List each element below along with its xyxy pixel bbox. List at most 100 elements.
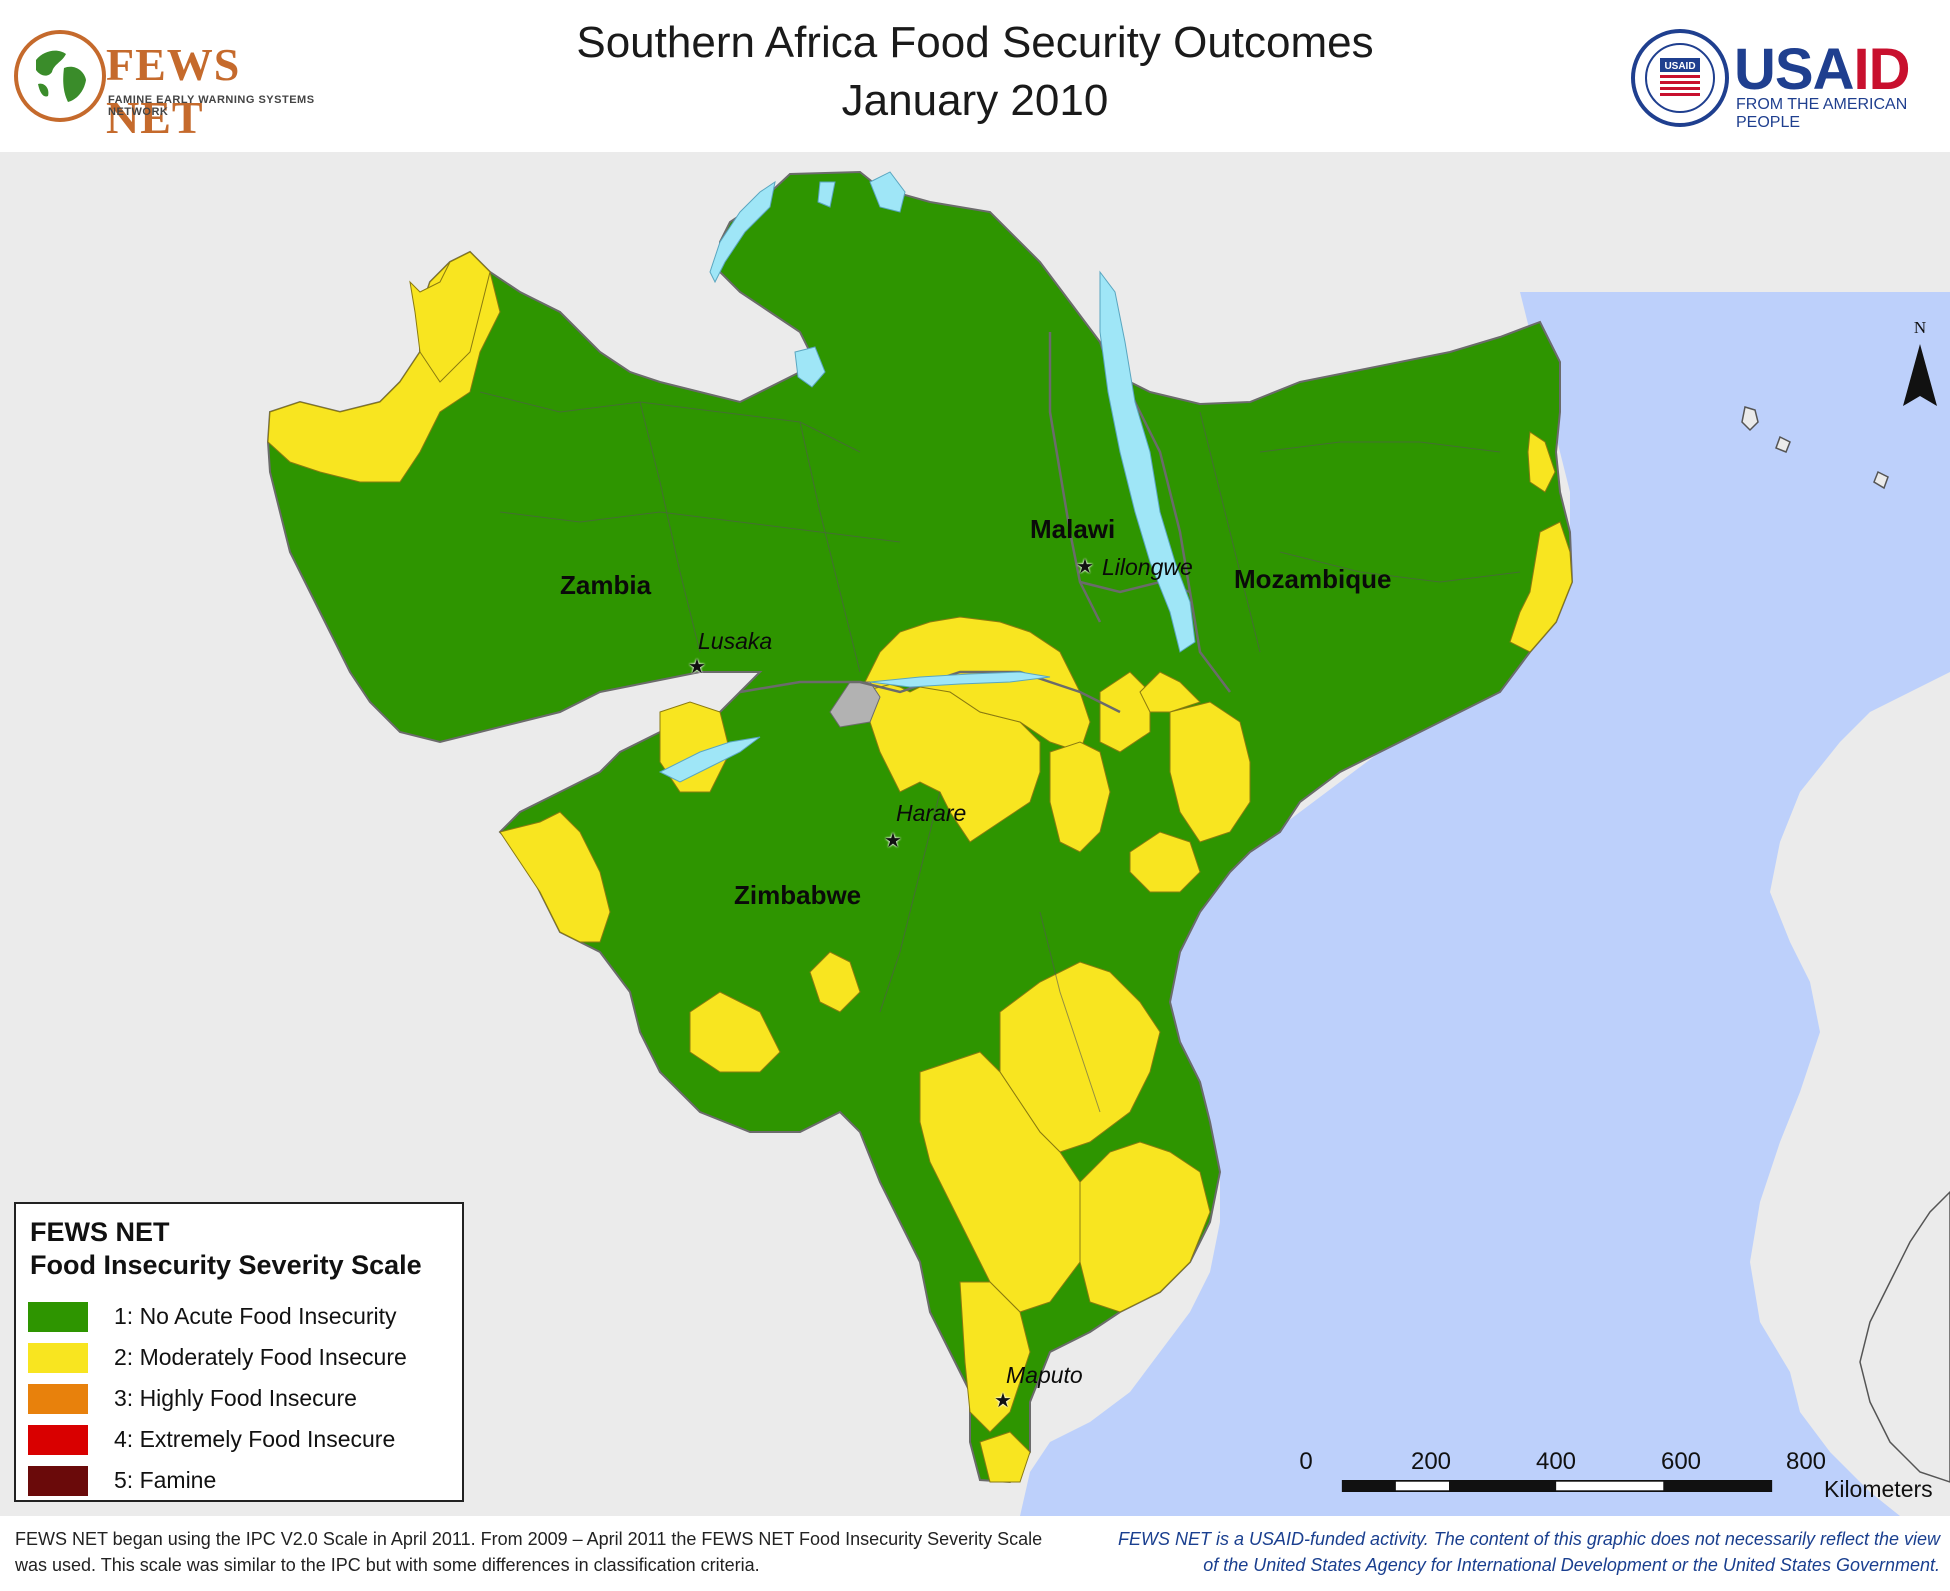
legend-item: 1: No Acute Food Insecurity [28,1298,448,1339]
admin-border [1039,911,1101,1113]
indian-ocean [1020,292,1950,1516]
country-label-zambia: Zambia [560,570,652,600]
madagascar [1859,1190,1950,1483]
phase2-zone [409,251,491,383]
map-canvas[interactable] [0,152,1950,1516]
admin-border [879,791,941,1013]
capital-label-harare: Harare [896,800,967,826]
legend-item: 4: Extremely Food Insecure [28,1421,448,1462]
usaid-name-part2: ID [1853,37,1910,102]
legend-item: 2: Moderately Food Insecure [28,1339,448,1380]
legend-label: 2: Moderately Food Insecure [114,1344,407,1370]
usaid-seal-icon: USAID [1630,28,1730,128]
capital-star-icon: ★ [994,1390,1012,1412]
lake-kariba [658,736,761,783]
admin-border [479,391,861,453]
legend-swatch [28,1302,88,1332]
phase2-zone [1139,671,1201,713]
phase2-zones [267,251,1573,1483]
country-label-malawi: Malawi [1030,514,1116,544]
globe-icon [14,30,106,122]
scale-note: FEWS NET began using the IPC V2.0 Scale … [15,1529,1043,1575]
legend-label: 5: Famine [114,1467,217,1493]
phase2-zone [1509,521,1573,653]
fews-net-logo: FEWS NET FAMINE EARLY WARNING SYSTEMS NE… [14,30,324,143]
legend: FEWS NET Food Insecurity Severity Scale … [14,1202,464,1502]
legend-item: 5: Famine [28,1462,448,1503]
scale-tick: 600 [1660,1448,1702,1475]
capital-label-lusaka: Lusaka [698,628,773,654]
legend-label: 1: No Acute Food Insecurity [114,1303,397,1329]
phase2-zone [1049,741,1111,853]
phase2-zone [689,991,781,1073]
usaid-seal-text: USAID [1664,61,1695,72]
usaid-logo-name: USAID [1734,36,1910,103]
capital-label-lilongwe: Lilongwe [1102,554,1193,580]
admin-border [499,511,901,543]
phase2-zone [1099,671,1151,753]
admin-borders [479,391,1521,1113]
legend-item: 3: Highly Food Insecure [28,1380,448,1421]
phase2-zone [499,811,611,943]
usaid-logo: USAID USAID FROM THE AMERICAN PEOPLE [1630,28,1940,131]
phase2-zone [809,951,861,1013]
legend-title: FEWS NET Food Insecurity Severity Scale [30,1216,422,1282]
scale-tick: 200 [1410,1448,1452,1475]
admin-border [1259,441,1501,453]
fews-logo-subtitle: FAMINE EARLY WARNING SYSTEMS NETWORK [108,94,315,118]
admin-border [639,401,701,653]
north-arrow: N [1895,318,1945,408]
usaid-logo-subtitle: FROM THE AMERICAN PEOPLE [1736,96,1908,131]
phase2-zone [979,1431,1031,1483]
scale-tick: 0 [1299,1448,1313,1475]
header: FEWS NET FAMINE EARLY WARNING SYSTEMS NE… [0,0,1950,152]
phase2-zone [1079,1141,1211,1313]
lake-cahora-bassa [869,671,1051,688]
footer: FEWS NET began using the IPC V2.0 Scale … [0,1516,1950,1591]
legend-label: 3: Highly Food Insecure [114,1385,357,1411]
legend-swatch [28,1384,88,1414]
north-label: N [1913,318,1927,337]
title-line-1: Southern Africa Food Security Outcomes [576,18,1374,67]
lakes [658,171,1196,783]
map-title: Southern Africa Food Security Outcomes J… [0,14,1950,130]
phase2-zone [1169,701,1251,843]
map-area[interactable]: N Zambia Malawi Mozambique Zimbabwe ★ Lu… [0,152,1950,1516]
scale-tick: 800 [1785,1448,1827,1475]
lake-bangweulu [817,181,836,208]
phase2-zone [859,681,1041,843]
capital-star-icon: ★ [688,656,706,678]
comoros-island [1741,406,1759,432]
scale-bar-graphic [1341,1480,1773,1492]
admin-border [1199,411,1261,653]
capital-star-icon: ★ [884,830,902,852]
phase2-zone [1129,831,1201,893]
lake-tanganyika [709,180,776,284]
usaid-name-part1: USA [1734,37,1854,102]
scale-tick: 400 [1535,1448,1577,1475]
zambia-malawi-border [1048,332,1102,623]
country-label-zimbabwe: Zimbabwe [734,880,862,910]
admin-border [1279,551,1521,583]
title-line-2: January 2010 [841,76,1109,125]
phase2-zone [859,616,1091,753]
country-label-mozambique: Mozambique [1234,564,1392,594]
phase2-zone [1527,431,1556,493]
legend-swatch [28,1466,88,1496]
capital-star-icon: ★ [1076,556,1094,578]
legend-items: 1: No Acute Food Insecurity 2: Moderatel… [28,1298,448,1503]
comoros-island [1873,470,1889,490]
capital-label-maputo: Maputo [1006,1362,1083,1388]
comoros-island [1775,435,1791,453]
legend-title-line-2: Food Insecurity Severity Scale [30,1250,422,1280]
disclaimer: FEWS NET is a USAID-funded activity. The… [1117,1529,1940,1575]
legend-title-line-1: FEWS NET [30,1217,170,1247]
scale-unit: Kilometers [1824,1476,1933,1502]
fews-logo-name: FEWS NET [106,39,241,143]
lake-mweru [794,346,826,388]
north-arrow-icon [1903,344,1937,406]
legend-swatch [28,1343,88,1373]
legend-swatch [28,1425,88,1455]
legend-label: 4: Extremely Food Insecure [114,1426,396,1452]
scale-bar: 0 200 400 600 800 Kilometers [1290,1448,1950,1508]
